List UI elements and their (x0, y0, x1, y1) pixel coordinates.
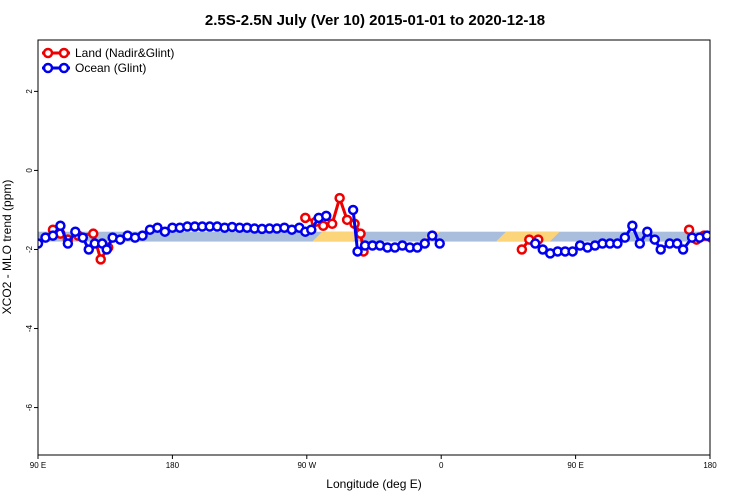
data-point (530, 238, 541, 249)
data-point (95, 254, 106, 265)
x-tick-label: 90 E (30, 461, 46, 470)
data-point (341, 214, 353, 226)
series-1 (38, 204, 710, 259)
legend-marker (42, 62, 54, 74)
data-point (114, 234, 126, 245)
data-point (38, 238, 44, 249)
legend-label: Ocean (Glint) (75, 61, 146, 75)
y-tick-label: 0 (25, 168, 34, 173)
y-axis: 2 0 -2 -4 -6 (25, 89, 38, 411)
data-point (47, 230, 59, 241)
y-tick-label: -4 (25, 324, 34, 332)
data-point (88, 228, 99, 239)
data-point (619, 232, 631, 243)
data-point (434, 238, 445, 249)
data-point (677, 244, 689, 255)
data-point (655, 244, 666, 255)
data-point (152, 222, 163, 233)
data-point (671, 238, 683, 249)
data-point (516, 244, 528, 255)
data-point (426, 230, 438, 241)
data-point (326, 218, 338, 230)
data-point (62, 238, 74, 249)
data-point (300, 212, 311, 224)
data-point (347, 204, 359, 216)
data-point (83, 244, 95, 255)
data-point (701, 230, 710, 241)
data-point (412, 242, 423, 253)
data-point (627, 220, 638, 232)
data-point (334, 192, 345, 204)
x-tick-label: 180 (166, 461, 180, 470)
x-tick-label: 0 (439, 461, 444, 470)
data-point (159, 226, 171, 237)
land-band-segment (312, 231, 363, 242)
legend-marker (58, 62, 70, 74)
data-point (77, 232, 89, 243)
legend-label: Land (Nadir&Glint) (75, 46, 174, 60)
series-layer (38, 192, 710, 265)
data-point (612, 238, 623, 249)
x-axis: 90 E 180 90 W 0 90 E 180 (30, 455, 717, 470)
x-axis-label: Longitude (deg E) (326, 477, 421, 491)
legend-marker (42, 47, 54, 59)
y-tick-label: -6 (25, 403, 34, 411)
data-point (567, 246, 578, 257)
data-point (101, 244, 112, 255)
data-point (419, 238, 431, 249)
data-point (649, 234, 660, 245)
legend-item: Ocean (Glint) (42, 61, 146, 75)
x-tick-label: 90 E (567, 461, 583, 470)
data-point (306, 224, 317, 235)
plot-frame (37, 39, 711, 456)
y-axis-label: XCO2 - MLO trend (ppm) (0, 180, 14, 315)
data-point (352, 246, 363, 257)
data-point (634, 238, 646, 249)
data-point (55, 220, 66, 232)
data-point (320, 210, 332, 222)
data-point (137, 230, 148, 241)
data-point (317, 220, 329, 232)
data-point (642, 226, 653, 237)
ocean-band (38, 231, 710, 242)
y-tick-label: 2 (25, 89, 34, 94)
data-point (537, 244, 548, 255)
legend: Land (Nadir&Glint)Ocean (Glint) (42, 46, 174, 75)
chart-title: 2.5S-2.5N July (Ver 10) 2015-01-01 to 20… (205, 12, 545, 29)
data-point (355, 228, 366, 239)
data-point (70, 226, 81, 237)
legend-marker (58, 47, 70, 59)
x-tick-label: 180 (703, 461, 717, 470)
legend-item: Land (Nadir&Glint) (42, 46, 174, 60)
y-tick-label: -2 (25, 245, 34, 253)
x-tick-label: 90 W (297, 461, 316, 470)
